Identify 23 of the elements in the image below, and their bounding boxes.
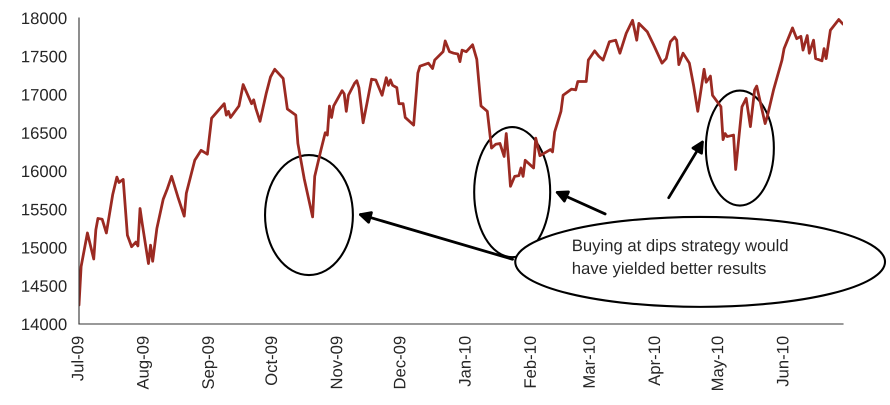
x-tick-label: Nov-09 bbox=[330, 336, 342, 388]
x-tick-label: Feb-10 bbox=[524, 336, 536, 388]
y-tick-label: 18000 bbox=[22, 12, 67, 24]
y-tick-label: 14000 bbox=[22, 318, 67, 330]
y-tick-label: 15500 bbox=[22, 204, 67, 216]
x-tick-label: Jul-09 bbox=[71, 336, 84, 381]
y-tick-label: 16500 bbox=[22, 127, 67, 139]
x-tick-label: Dec-09 bbox=[394, 336, 406, 388]
x-tick-label: Sep-09 bbox=[202, 336, 218, 389]
x-tick-label: Aug-09 bbox=[136, 336, 152, 390]
y-tick-label: 16000 bbox=[22, 165, 67, 178]
y-tick-label: 17500 bbox=[22, 50, 67, 62]
y-tick-label: 15000 bbox=[22, 242, 67, 254]
y-tick-label: 14500 bbox=[22, 280, 67, 292]
x-tick-label: May-10 bbox=[711, 336, 727, 390]
y-tick-label: 17000 bbox=[22, 88, 67, 101]
line-series bbox=[79, 18, 843, 306]
x-tick-label: Jan-10 bbox=[458, 336, 471, 386]
x-tick-label: Oct-09 bbox=[265, 336, 278, 386]
x-tick-label: Jun-10 bbox=[776, 336, 789, 386]
annotation: Buying at dips strategy would have yielded better results bbox=[572, 239, 788, 278]
x-tick-label: Mar-10 bbox=[583, 336, 595, 388]
x-tick-label: Apr-10 bbox=[648, 336, 664, 386]
